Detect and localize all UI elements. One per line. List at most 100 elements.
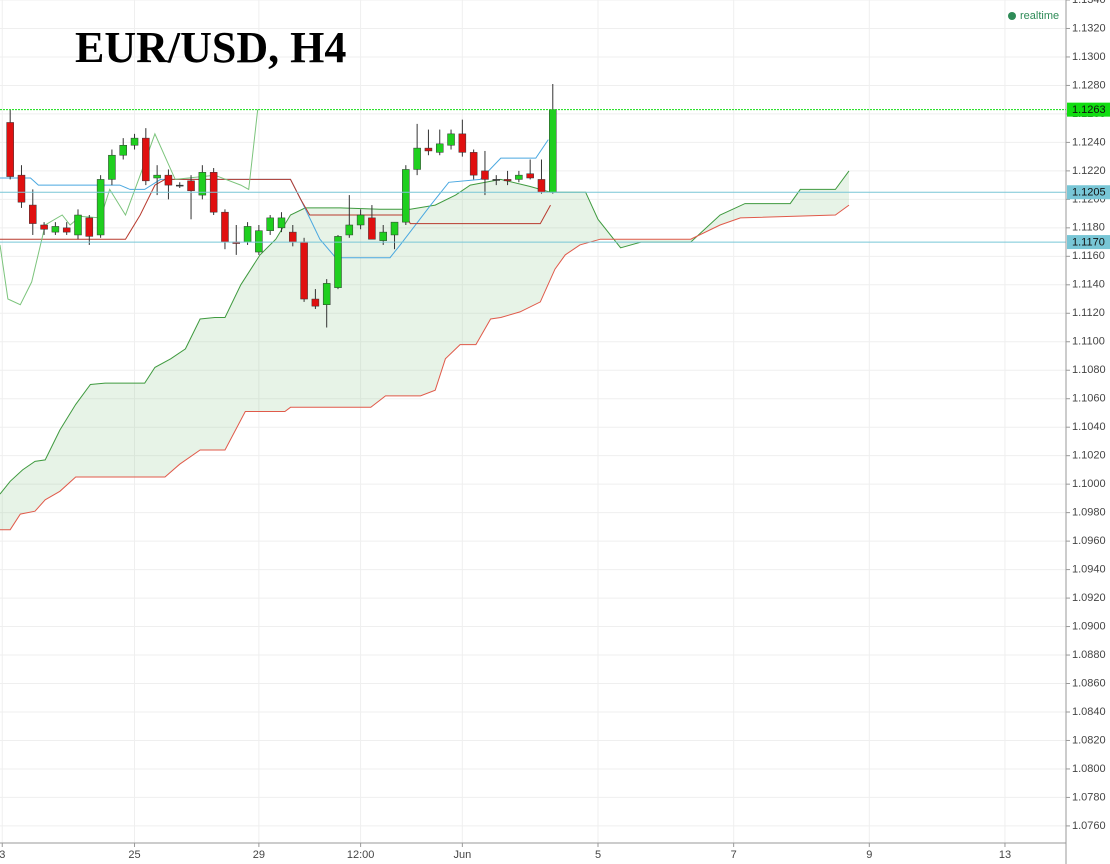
candle-body xyxy=(424,147,433,152)
time-axis-panel xyxy=(0,843,1110,864)
y-tick-label: 1.1020 xyxy=(1072,450,1106,462)
candle-body xyxy=(85,217,94,237)
candle-body xyxy=(266,217,274,231)
grid xyxy=(0,0,1066,843)
candle-body xyxy=(29,204,37,224)
x-tick-label: 7 xyxy=(731,849,737,861)
candle-body xyxy=(40,224,48,230)
candle-body xyxy=(164,174,173,186)
candle-body xyxy=(515,174,523,180)
y-tick-label: 1.0980 xyxy=(1072,507,1106,519)
candle-body xyxy=(62,227,71,233)
price-label: 1.1263 xyxy=(1072,104,1106,116)
status-label: realtime xyxy=(1020,10,1059,22)
x-tick-label: 12:00 xyxy=(347,849,375,861)
candle-body xyxy=(334,236,342,288)
candle-body xyxy=(187,180,195,192)
y-tick-label: 1.1340 xyxy=(1072,0,1106,6)
candle-body xyxy=(447,133,455,146)
y-tick-label: 1.0840 xyxy=(1072,706,1106,718)
y-tick-label: 1.0860 xyxy=(1072,677,1106,689)
candle-body xyxy=(221,211,229,243)
y-tick-label: 1.1300 xyxy=(1072,51,1106,63)
candles xyxy=(6,84,557,328)
y-tick-label: 1.0800 xyxy=(1072,763,1106,775)
y-tick-label: 1.1240 xyxy=(1072,136,1106,148)
cloud-fill xyxy=(0,170,849,530)
candle-body xyxy=(96,179,105,236)
candle-body xyxy=(469,152,478,176)
y-tick-label: 1.1180 xyxy=(1072,222,1105,234)
candle-body xyxy=(300,241,308,300)
y-tick-label: 1.1120 xyxy=(1072,307,1105,319)
candle-body xyxy=(390,221,399,236)
candle-body xyxy=(153,174,161,179)
indicator-line xyxy=(0,109,259,306)
candle-body xyxy=(503,179,512,182)
candle-body xyxy=(198,172,207,196)
candle-body xyxy=(526,173,534,179)
indicator-lines xyxy=(0,109,551,306)
y-tick-label: 1.1080 xyxy=(1072,364,1106,376)
cloud xyxy=(0,170,850,531)
price-lines xyxy=(0,109,1066,243)
candle-body xyxy=(537,179,546,193)
price-label-box xyxy=(1067,185,1110,200)
indicator-line xyxy=(0,178,551,240)
chart-title: EUR/USD, H4 xyxy=(75,23,346,72)
candle-body xyxy=(108,154,116,180)
y-tick-label: 1.1040 xyxy=(1072,421,1106,433)
x-tick-label: Jun xyxy=(453,849,471,861)
candle-body xyxy=(458,133,467,153)
x-tick-label: 13 xyxy=(999,849,1011,861)
status-dot xyxy=(1008,12,1016,20)
candle-body xyxy=(413,147,421,170)
candle-body xyxy=(435,143,444,153)
candle-body xyxy=(142,137,150,182)
price-label-box xyxy=(1067,235,1110,250)
y-tick-label: 1.1000 xyxy=(1072,478,1106,490)
indicator-line xyxy=(0,139,549,259)
x-tick-label: 25 xyxy=(128,849,140,861)
y-tick-label: 1.1100 xyxy=(1072,336,1105,348)
candle-body xyxy=(130,137,139,146)
candle-body xyxy=(119,144,127,156)
price-label-box xyxy=(1067,102,1110,117)
y-tick-label: 1.1320 xyxy=(1072,22,1106,34)
candle-body xyxy=(549,109,557,193)
candle-body xyxy=(311,298,320,307)
price-label: 1.1205 xyxy=(1072,187,1106,199)
y-tick-label: 1.0820 xyxy=(1072,734,1106,746)
x-tick-label: 9 xyxy=(866,849,872,861)
candle-body xyxy=(17,174,26,203)
candle-body xyxy=(74,214,82,236)
x-tick-label: 5 xyxy=(595,849,601,861)
candle-body xyxy=(6,122,14,177)
candle-body xyxy=(492,179,501,181)
candle-body xyxy=(481,170,489,180)
candle-body xyxy=(402,169,410,223)
y-tick-label: 1.1220 xyxy=(1072,165,1106,177)
candle-body xyxy=(322,283,331,305)
candle-body xyxy=(175,184,184,187)
y-tick-label: 1.0920 xyxy=(1072,592,1106,604)
x-tick-label: 29 xyxy=(253,849,265,861)
y-tick-label: 1.0780 xyxy=(1072,791,1106,803)
candle-body xyxy=(289,231,297,243)
candle-body xyxy=(255,230,263,253)
candle-body xyxy=(51,226,60,233)
y-tick-label: 1.0960 xyxy=(1072,535,1106,547)
y-tick-label: 1.1060 xyxy=(1072,393,1106,405)
y-tick-label: 1.1280 xyxy=(1072,79,1106,91)
y-tick-label: 1.0940 xyxy=(1072,564,1106,576)
candle-body xyxy=(356,214,365,226)
y-tick-label: 1.1140 xyxy=(1072,279,1105,291)
candle-body xyxy=(345,224,354,236)
y-tick-label: 1.0900 xyxy=(1072,620,1106,632)
y-tick-label: 1.1160 xyxy=(1072,250,1105,262)
candle-body xyxy=(243,226,252,243)
x-tick-label: 3 xyxy=(0,849,5,861)
